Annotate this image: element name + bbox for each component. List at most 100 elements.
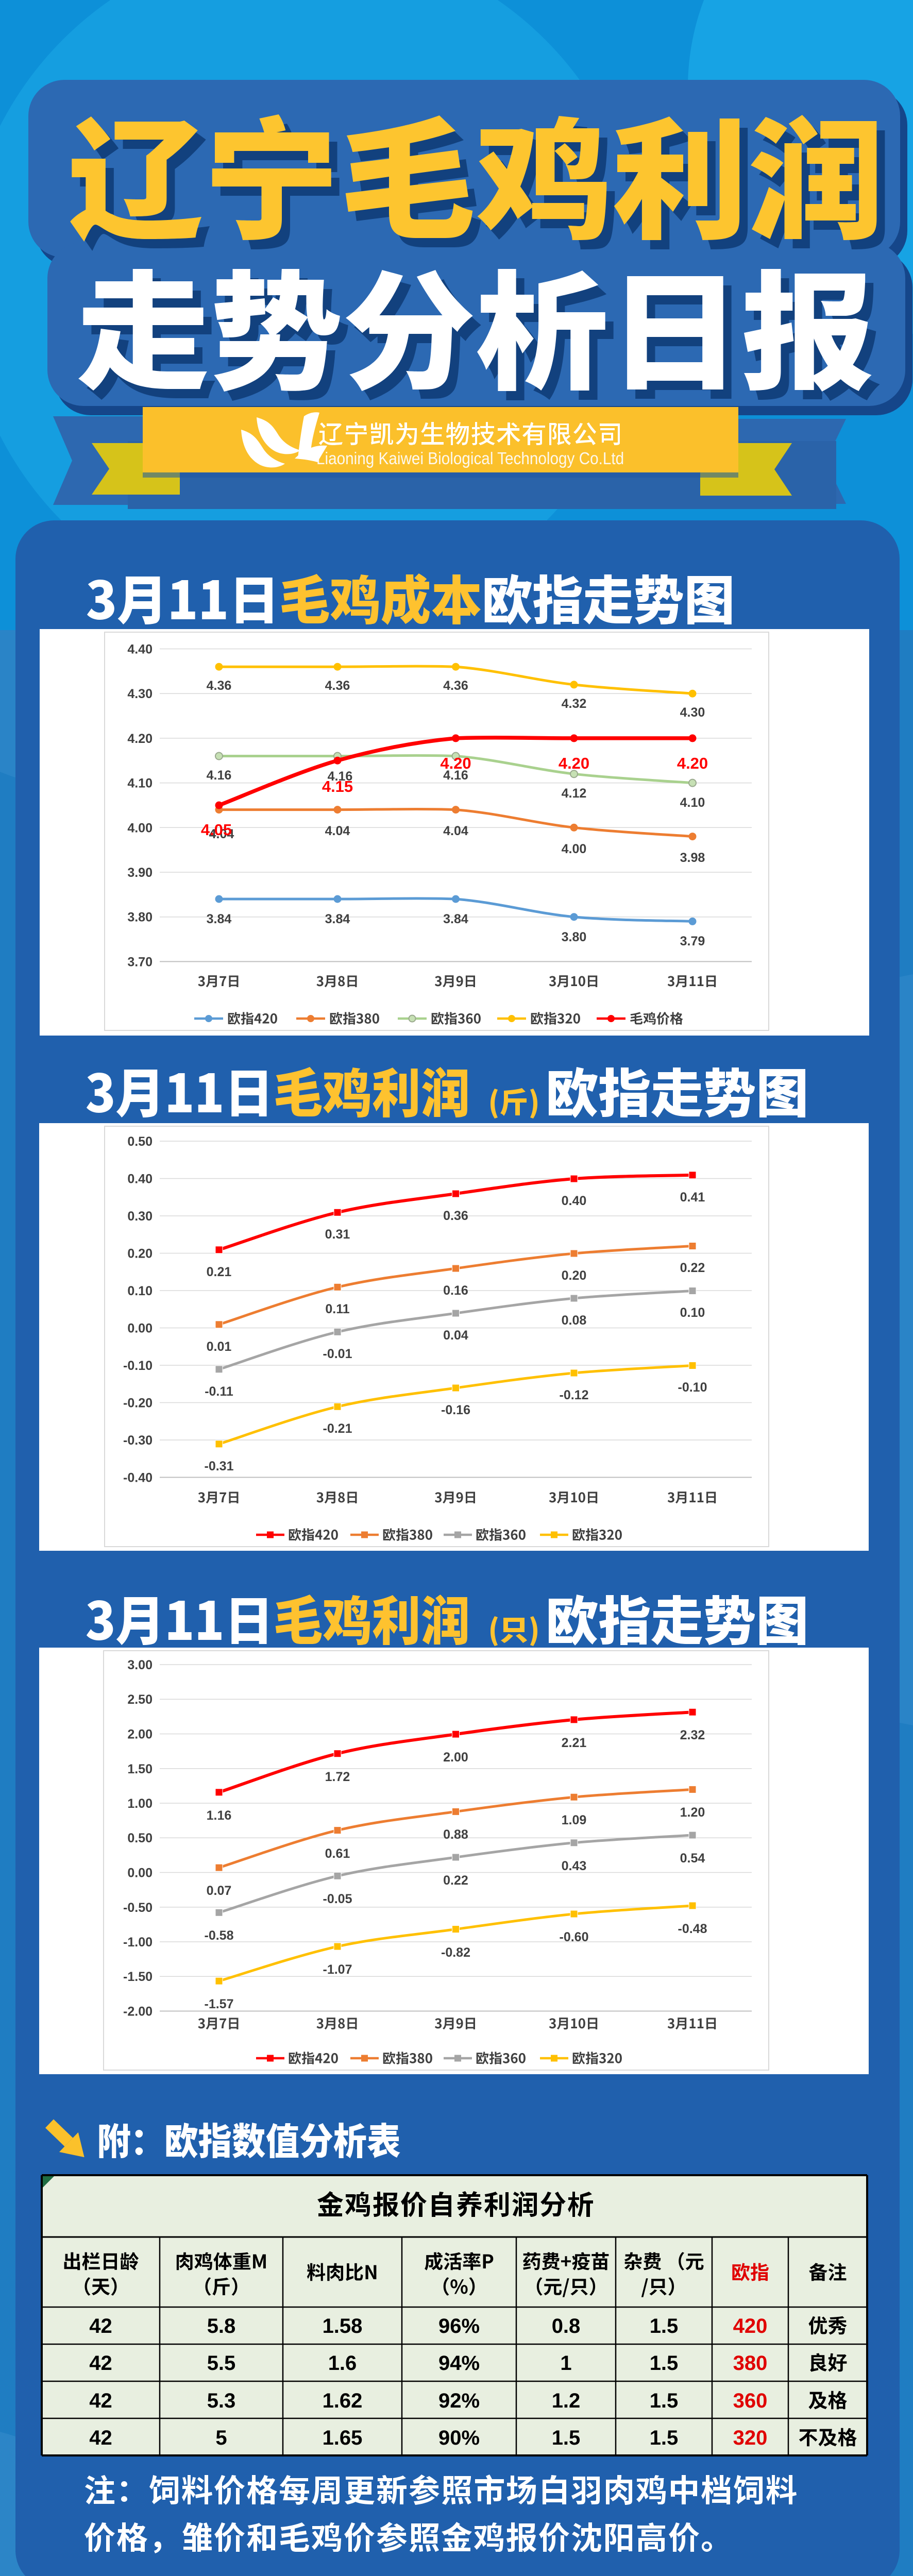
svg-text:0.21: 0.21 [207, 1265, 232, 1279]
svg-text:4.05: 4.05 [201, 821, 232, 839]
svg-text:94%: 94% [438, 2352, 480, 2375]
svg-text:42: 42 [89, 2352, 112, 2375]
svg-text:5.3: 5.3 [207, 2389, 236, 2412]
svg-text:0.54: 0.54 [680, 1851, 705, 1866]
svg-text:0.40: 0.40 [562, 1194, 587, 1208]
svg-text:420: 420 [733, 2315, 768, 2337]
svg-text:5: 5 [215, 2427, 227, 2449]
svg-text:-0.20: -0.20 [123, 1396, 153, 1411]
svg-text:4.04: 4.04 [443, 824, 468, 838]
svg-text:90%: 90% [438, 2427, 480, 2449]
svg-text:1.2: 1.2 [552, 2389, 581, 2412]
svg-text:-0.11: -0.11 [205, 1384, 233, 1399]
svg-text:42: 42 [89, 2315, 112, 2337]
svg-text:4.16: 4.16 [328, 769, 353, 784]
svg-text:4.00: 4.00 [562, 842, 587, 856]
svg-text:4.16: 4.16 [207, 768, 232, 783]
svg-text:1.50: 1.50 [127, 1762, 153, 1776]
svg-text:1.62: 1.62 [323, 2389, 363, 2412]
svg-text:0.22: 0.22 [443, 1873, 468, 1888]
svg-text:2.50: 2.50 [127, 1692, 153, 1707]
svg-text:0.11: 0.11 [325, 1302, 349, 1316]
svg-text:4.04: 4.04 [325, 824, 350, 838]
svg-text:0.04: 0.04 [443, 1328, 468, 1343]
svg-text:42: 42 [89, 2427, 112, 2449]
svg-text:-0.58: -0.58 [205, 1928, 234, 1943]
svg-text:2.00: 2.00 [127, 1727, 153, 1742]
svg-text:-0.21: -0.21 [323, 1421, 352, 1436]
svg-text:0.16: 0.16 [443, 1283, 468, 1298]
svg-text:-0.82: -0.82 [441, 1945, 470, 1960]
svg-text:4.20: 4.20 [440, 754, 471, 772]
svg-text:1.72: 1.72 [325, 1770, 350, 1784]
svg-text:0.20: 0.20 [562, 1268, 587, 1283]
svg-text:3.00: 3.00 [127, 1658, 153, 1672]
svg-text:-1.07: -1.07 [323, 1962, 352, 1977]
svg-text:3.98: 3.98 [680, 851, 705, 865]
svg-text:-1.00: -1.00 [123, 1935, 153, 1950]
svg-text:3.84: 3.84 [207, 912, 232, 926]
svg-text:0.50: 0.50 [127, 1134, 153, 1149]
svg-text:1.5: 1.5 [552, 2427, 581, 2449]
svg-text:1.16: 1.16 [207, 1808, 232, 1823]
svg-text:1.20: 1.20 [680, 1805, 705, 1820]
svg-text:96%: 96% [438, 2315, 480, 2337]
svg-text:-1.57: -1.57 [205, 1997, 234, 2011]
svg-text:1.58: 1.58 [323, 2315, 363, 2337]
svg-text:-0.16: -0.16 [441, 1403, 470, 1417]
svg-text:1.6: 1.6 [328, 2352, 357, 2375]
svg-text:1.5: 1.5 [650, 2427, 679, 2449]
svg-text:0.20: 0.20 [127, 1247, 153, 1261]
svg-text:3.79: 3.79 [680, 934, 705, 948]
svg-text:0.30: 0.30 [127, 1209, 153, 1224]
svg-text:-0.40: -0.40 [123, 1471, 153, 1485]
svg-text:0.43: 0.43 [562, 1859, 587, 1873]
svg-text:-0.48: -0.48 [678, 1922, 707, 1936]
svg-text:5.8: 5.8 [207, 2315, 236, 2337]
svg-text:4.20: 4.20 [677, 754, 708, 772]
svg-text:-0.12: -0.12 [560, 1388, 589, 1402]
svg-text:0.8: 0.8 [552, 2315, 581, 2337]
svg-text:4.40: 4.40 [127, 642, 153, 657]
svg-text:4.30: 4.30 [680, 705, 705, 720]
svg-text:3.80: 3.80 [127, 910, 153, 925]
svg-text:1.65: 1.65 [323, 2427, 363, 2449]
svg-text:0.08: 0.08 [562, 1313, 587, 1328]
svg-text:1.5: 1.5 [650, 2352, 679, 2375]
svg-text:0.41: 0.41 [680, 1190, 705, 1205]
svg-text:1.5: 1.5 [650, 2389, 679, 2412]
svg-text:0.00: 0.00 [127, 1321, 153, 1336]
svg-text:-0.31: -0.31 [205, 1459, 234, 1473]
svg-text:0.36: 0.36 [443, 1209, 468, 1223]
svg-text:0.07: 0.07 [207, 1884, 232, 1898]
svg-text:0.22: 0.22 [680, 1261, 705, 1275]
svg-text:4.20: 4.20 [127, 732, 153, 746]
svg-text:5.5: 5.5 [207, 2352, 236, 2375]
svg-text:-0.60: -0.60 [560, 1930, 589, 1944]
svg-text:0.88: 0.88 [443, 1827, 468, 1842]
svg-text:4.16: 4.16 [443, 768, 468, 783]
svg-text:3.90: 3.90 [127, 866, 153, 880]
svg-text:0.31: 0.31 [325, 1227, 350, 1242]
svg-text:4.36: 4.36 [443, 679, 468, 693]
svg-text:4.36: 4.36 [325, 679, 350, 693]
svg-text:0.00: 0.00 [127, 1866, 153, 1880]
svg-text:-1.50: -1.50 [123, 1970, 153, 1984]
svg-text:320: 320 [733, 2427, 768, 2449]
svg-text:0.40: 0.40 [127, 1172, 153, 1187]
svg-text:4.32: 4.32 [562, 697, 587, 711]
svg-text:1.09: 1.09 [562, 1813, 587, 1827]
svg-text:1.5: 1.5 [650, 2315, 679, 2337]
svg-text:0.10: 0.10 [680, 1306, 705, 1320]
svg-text:3.84: 3.84 [325, 912, 350, 926]
svg-text:0.50: 0.50 [127, 1831, 153, 1845]
svg-text:-0.10: -0.10 [123, 1359, 153, 1373]
svg-text:-0.50: -0.50 [123, 1901, 153, 1915]
svg-text:3.80: 3.80 [562, 930, 587, 944]
svg-text:4.10: 4.10 [680, 795, 705, 810]
svg-text:0.01: 0.01 [207, 1340, 232, 1354]
svg-text:-0.05: -0.05 [323, 1892, 352, 1906]
svg-text:0.10: 0.10 [127, 1284, 153, 1298]
svg-text:-0.30: -0.30 [123, 1433, 153, 1448]
svg-text:4.10: 4.10 [127, 776, 153, 791]
